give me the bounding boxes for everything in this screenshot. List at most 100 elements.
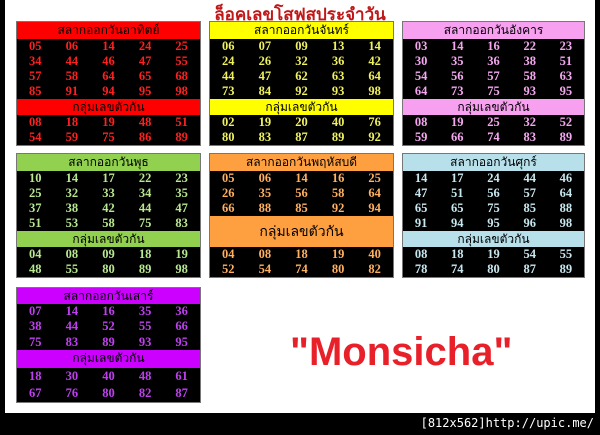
sunday-group-header: กลุ่มเลขตัวกัน <box>17 99 200 115</box>
lottery-number: 24 <box>138 39 152 53</box>
lottery-number: 80 <box>331 262 345 276</box>
lottery-number: 42 <box>368 54 381 68</box>
lottery-number: 44 <box>523 171 536 185</box>
lottery-number: 91 <box>414 216 428 230</box>
tuesday-header: สลากออกวันอังคาร <box>403 22 584 39</box>
monday-group-row: 80 83 87 89 92 <box>210 130 393 145</box>
wednesday-group-row: 04 08 09 18 19 <box>17 247 200 262</box>
lottery-number: 88 <box>559 201 573 215</box>
lottery-number: 19 <box>451 115 464 129</box>
wednesday-main-row: 25 32 33 34 35 <box>17 186 200 201</box>
lottery-number: 93 <box>331 84 345 98</box>
monday-main-row: 44 47 62 63 64 <box>210 69 393 84</box>
lottery-number: 06 <box>258 171 272 185</box>
lottery-number: 83 <box>258 130 272 144</box>
lottery-number: 14 <box>65 304 79 318</box>
lottery-number: 80 <box>102 262 115 276</box>
lottery-number: 48 <box>138 368 152 383</box>
lottery-number: 25 <box>29 186 42 200</box>
box-monday: สลากออกวันจันทร์ 06 07 09 13 14 24 26 32 36 42 44 47… <box>209 21 394 146</box>
wednesday-header: สลากออกวันพุธ <box>17 154 200 171</box>
lottery-number: 33 <box>102 186 115 200</box>
wednesday-main-row: 10 14 17 22 23 <box>17 171 200 186</box>
box-wednesday: สลากออกวันพุธ 10 14 17 22 23 25 32 33 34 35 37 38 42 4… <box>16 153 201 278</box>
lottery-number: 54 <box>258 262 272 276</box>
lottery-number: 10 <box>29 171 42 185</box>
saturday-main-row: 38 44 52 55 66 <box>17 319 200 334</box>
lottery-number: 32 <box>65 186 79 200</box>
lottery-number: 57 <box>523 186 536 200</box>
lottery-number: 09 <box>102 247 115 261</box>
lottery-number: 75 <box>487 84 500 98</box>
box-friday: สลากออกวันศุกร์ 14 17 24 44 46 47 51 56 57 64 65 65 7… <box>402 153 585 278</box>
lottery-number: 14 <box>414 171 428 185</box>
lottery-number: 63 <box>559 69 573 83</box>
lottery-number: 58 <box>331 186 345 200</box>
lottery-number: 32 <box>523 115 536 129</box>
lottery-number: 16 <box>102 304 115 318</box>
lottery-number: 93 <box>523 84 536 98</box>
lottery-number: 35 <box>451 54 464 68</box>
wednesday-group-header: กลุ่มเลขตัวกัน <box>17 231 200 247</box>
lottery-number: 19 <box>487 247 500 261</box>
lottery-number: 74 <box>451 262 464 276</box>
lottery-number: 26 <box>222 186 235 200</box>
lottery-number: 38 <box>65 201 79 215</box>
lottery-number: 16 <box>331 171 345 185</box>
lottery-number: 73 <box>222 84 235 98</box>
lottery-number: 55 <box>138 319 152 334</box>
wednesday-main-row: 51 53 58 75 83 <box>17 216 200 231</box>
thursday-main-row: 26 35 56 58 64 <box>210 186 393 201</box>
saturday-group-header: กลุ่มเลขตัวกัน <box>17 349 200 368</box>
box-saturday: สลากออกวันเสาร์ 07 14 16 35 36 38 44 52 55 66 75 83 8… <box>16 287 201 403</box>
lottery-number: 34 <box>29 54 42 68</box>
lottery-number: 14 <box>102 39 115 53</box>
monday-group-header: กลุ่มเลขตัวกัน <box>210 99 393 115</box>
lottery-number: 14 <box>295 171 308 185</box>
lottery-number: 98 <box>175 84 188 98</box>
sunday-header: สลากออกวันอาทิตย์ <box>17 22 200 39</box>
lottery-number: 52 <box>559 115 573 129</box>
friday-main-row: 14 17 24 44 46 <box>403 171 584 186</box>
lottery-number: 66 <box>451 130 464 144</box>
lottery-number: 19 <box>175 247 188 261</box>
lottery-number: 85 <box>29 84 42 98</box>
tuesday-main-row: 03 14 16 22 23 <box>403 39 584 54</box>
monday-header: สลากออกวันจันทร์ <box>210 22 393 39</box>
lottery-number: 23 <box>175 171 188 185</box>
lottery-number: 62 <box>295 69 308 83</box>
lottery-number: 54 <box>523 247 536 261</box>
lottery-number: 51 <box>175 115 188 129</box>
brand-signature: "Monsicha" <box>290 330 513 374</box>
lottery-number: 05 <box>29 39 42 53</box>
lottery-number: 88 <box>258 201 272 215</box>
lottery-number: 95 <box>559 84 573 98</box>
thursday-main-row: 66 88 85 92 94 <box>210 201 393 216</box>
lottery-number: 14 <box>451 39 464 53</box>
tuesday-main-row: 54 56 57 58 63 <box>403 69 584 84</box>
lottery-number: 94 <box>368 201 381 215</box>
lottery-number: 76 <box>368 115 381 129</box>
tuesday-main-row: 30 35 36 38 51 <box>403 54 584 69</box>
lottery-number: 74 <box>295 262 308 276</box>
lottery-number: 83 <box>65 334 79 349</box>
lottery-number: 51 <box>559 54 573 68</box>
lottery-number: 08 <box>29 115 42 129</box>
lottery-number: 19 <box>258 115 272 129</box>
lottery-number: 32 <box>295 54 308 68</box>
lottery-number: 82 <box>368 262 381 276</box>
friday-main-row: 47 51 56 57 64 <box>403 186 584 201</box>
lottery-number: 75 <box>29 334 42 349</box>
lottery-number: 34 <box>138 186 152 200</box>
lottery-number: 64 <box>559 186 573 200</box>
sunday-main-row: 57 58 64 65 68 <box>17 69 200 84</box>
thursday-group-row: 52 54 74 80 82 <box>210 262 393 277</box>
sunday-group-row: 08 18 19 48 51 <box>17 115 200 130</box>
lottery-number: 36 <box>331 54 345 68</box>
lottery-number: 89 <box>559 262 573 276</box>
lottery-number: 80 <box>222 130 235 144</box>
lottery-number: 44 <box>65 319 79 334</box>
thursday-header: สลากออกวันพฤหัสบดี <box>210 154 393 171</box>
lottery-number: 92 <box>331 201 345 215</box>
friday-header: สลากออกวันศุกร์ <box>403 154 584 171</box>
